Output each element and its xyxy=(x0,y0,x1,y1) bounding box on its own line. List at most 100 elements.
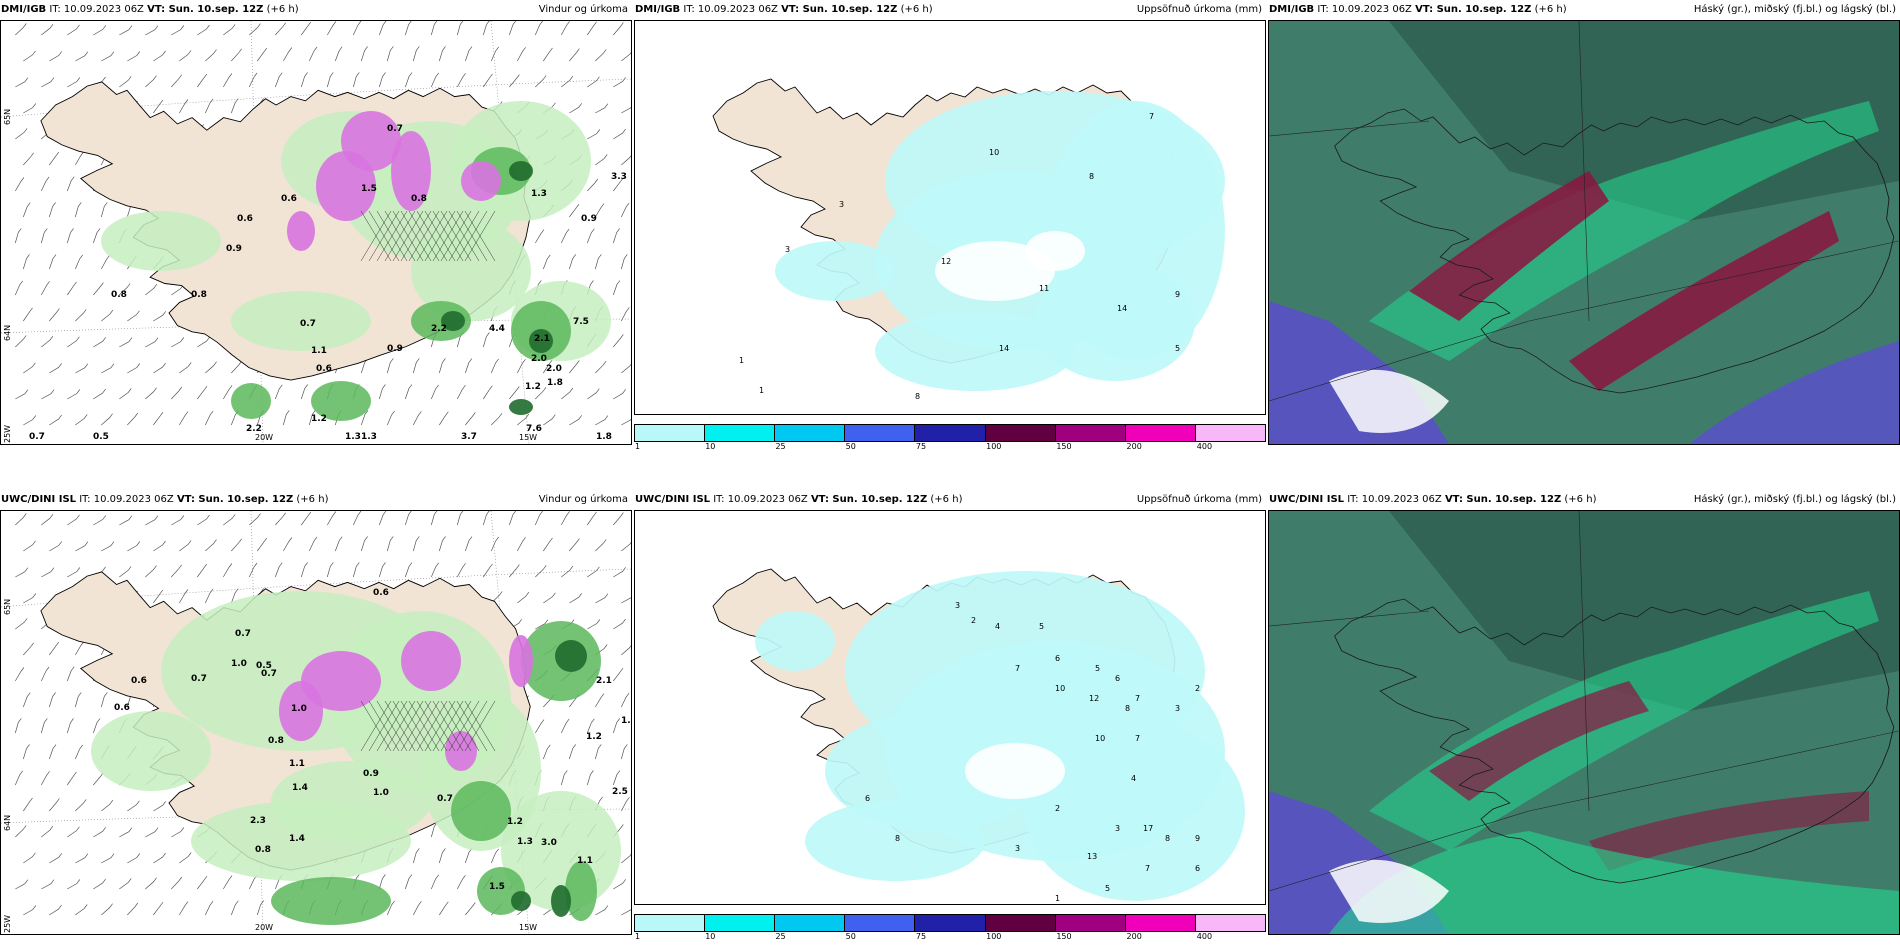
wind-barb xyxy=(256,900,264,916)
precip-value-label: 0.7 xyxy=(191,674,207,684)
accum-value-label: 8 xyxy=(1089,172,1094,181)
precip-heavy xyxy=(511,891,531,911)
wind-barb xyxy=(48,692,56,708)
wind-barb xyxy=(127,541,141,552)
colorbar-tick-label: 1 xyxy=(635,442,641,451)
wind-barb xyxy=(179,411,189,426)
precip-field xyxy=(91,591,621,925)
precip-value-label: 2.0 xyxy=(546,364,562,374)
wind-barb xyxy=(535,619,549,630)
precip-convective xyxy=(509,635,533,687)
wind-barb xyxy=(542,254,551,270)
panel-title: Uppsöfnuð úrkoma (mm) xyxy=(1136,494,1262,505)
hatch-line xyxy=(416,700,448,752)
precip-value-label: 1.3 xyxy=(345,432,361,442)
wind-barb xyxy=(153,589,164,604)
accum-value-label: 8 xyxy=(1165,834,1170,843)
wind-barb xyxy=(101,853,115,864)
wind-barb xyxy=(75,151,85,166)
wind-barb xyxy=(613,879,626,890)
colorbar-swatch xyxy=(985,915,1056,931)
wind-barb xyxy=(171,827,185,838)
model-name: UWC/DINI ISL xyxy=(635,494,711,505)
colorbar-labels: 1 10 25 50 75 100 150 200 400 xyxy=(634,442,1266,454)
wind-barb xyxy=(412,358,420,374)
wind-barb xyxy=(75,853,89,864)
precip-value-label: 2.2 xyxy=(246,424,262,434)
wind-barb xyxy=(561,565,574,578)
wind-barb xyxy=(101,255,110,270)
precip-convective xyxy=(391,131,431,211)
wind-barb xyxy=(41,567,55,578)
accum-value-label: 10 xyxy=(1095,734,1105,743)
hatch-line xyxy=(376,210,408,262)
precip-convective xyxy=(287,211,315,251)
hatch-line xyxy=(392,700,424,752)
wind-barb xyxy=(308,46,318,62)
wind-barb xyxy=(456,875,466,890)
wind-barb xyxy=(66,228,74,244)
wind-barb xyxy=(93,878,106,890)
wind-barb xyxy=(67,77,81,88)
precip-light xyxy=(271,761,431,841)
panel-header: UWC/DINI ISL IT: 10.09.2023 06Z VT: Sun.… xyxy=(0,490,632,510)
wind-barb xyxy=(93,282,104,296)
wind-barb xyxy=(41,389,55,400)
precip-value-label: 0.6 xyxy=(131,676,147,686)
wind-barb xyxy=(587,566,600,578)
colorbar-labels: 1 10 25 50 75 100 150 200 400 xyxy=(634,932,1266,944)
panel-header: DMI/IGB IT: 10.09.2023 06Z VT: Sun. 10.s… xyxy=(634,0,1266,20)
accum-value-label: 3 xyxy=(1175,704,1180,713)
wind-barb xyxy=(378,384,386,400)
wind-barb xyxy=(101,309,114,322)
wind-barb xyxy=(67,24,80,36)
wind-barb xyxy=(595,415,609,426)
colorbar-swatch xyxy=(635,915,706,931)
wind-barb xyxy=(23,540,36,552)
precip-value-label: 0.6 xyxy=(316,364,332,374)
wind-barb xyxy=(75,541,89,552)
wind-barb xyxy=(23,50,36,62)
wind-barb xyxy=(612,280,621,296)
wind-barb xyxy=(75,51,89,62)
wind-barb xyxy=(22,254,30,270)
wind-barb xyxy=(465,412,476,426)
wind-barb xyxy=(145,827,159,838)
wind-barb xyxy=(621,542,631,552)
wind-barb xyxy=(153,411,164,426)
precip-value-label: 1.2 xyxy=(586,732,602,742)
wind-barb xyxy=(457,563,466,578)
wind-barb xyxy=(439,411,449,426)
colorbar-swatch xyxy=(845,915,916,931)
precip-field xyxy=(101,101,611,421)
wind-barb xyxy=(23,593,37,604)
hatch-line xyxy=(464,700,496,752)
wind-barb xyxy=(517,591,530,604)
wind-barb xyxy=(430,384,439,400)
wind-barb xyxy=(595,693,605,708)
wind-barb xyxy=(456,511,464,526)
mid-cloud-band xyxy=(1369,101,1879,361)
map-accum-precip: 32456756710128732104238976512431713687 xyxy=(634,510,1266,905)
wind-barb xyxy=(352,72,360,88)
hatch-line xyxy=(464,210,496,262)
wind-barb xyxy=(153,801,166,812)
wind-barb xyxy=(249,23,261,36)
precip-value-label: 0.5 xyxy=(256,661,272,671)
accum-value-label: 2 xyxy=(1195,684,1200,693)
accum-precip-area xyxy=(825,711,1045,831)
wind-barb xyxy=(67,826,80,838)
wind-barb xyxy=(613,128,626,140)
wind-barb xyxy=(49,541,63,552)
wind-barb xyxy=(543,592,556,604)
wind-barb xyxy=(93,25,107,36)
hatch-line xyxy=(440,700,472,752)
wind-barb xyxy=(205,49,217,62)
wind-barb xyxy=(386,46,394,62)
wind-barb xyxy=(22,692,31,708)
precip-value-label: 7.5 xyxy=(573,317,589,327)
wind-barb xyxy=(15,567,29,578)
precip-value-label: 2.5 xyxy=(612,787,628,797)
wind-barb xyxy=(587,129,601,140)
